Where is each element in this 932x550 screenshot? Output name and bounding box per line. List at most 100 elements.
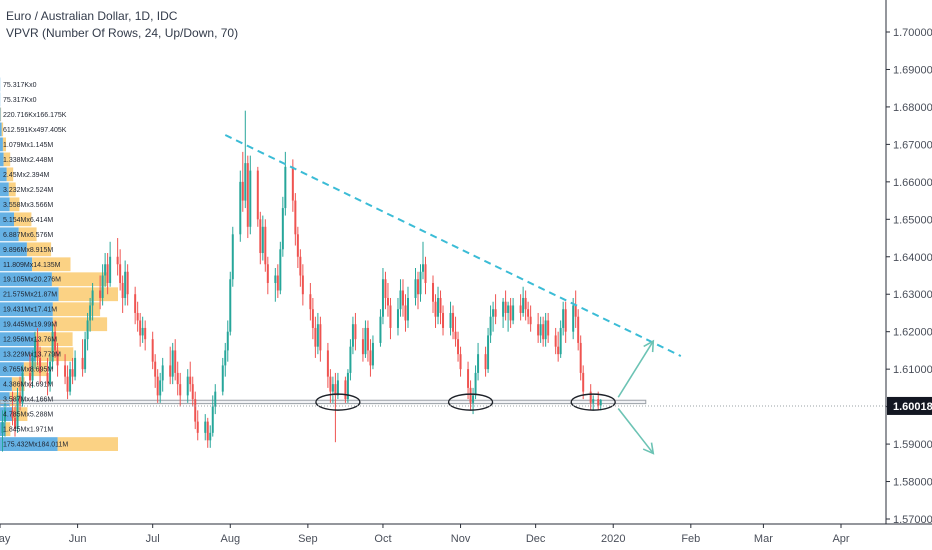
candle-body bbox=[492, 309, 495, 317]
vp-label: 612.591Kx497.405K bbox=[3, 127, 67, 134]
vp-bar-up bbox=[0, 377, 12, 392]
candle-body bbox=[467, 369, 470, 388]
candle-body bbox=[244, 163, 247, 201]
candle-body bbox=[171, 350, 174, 377]
candle-body bbox=[422, 264, 425, 272]
time-tick-label: Sep bbox=[298, 533, 318, 545]
symbol-legend: Euro / Australian Dollar, 1D, IDC bbox=[6, 9, 178, 23]
candle-body bbox=[74, 357, 77, 377]
candle-body bbox=[439, 297, 442, 313]
candle-body bbox=[574, 305, 577, 317]
vp-bar-down bbox=[32, 257, 71, 272]
candle-body bbox=[384, 279, 387, 298]
candle-body bbox=[174, 350, 177, 373]
candle-body bbox=[141, 327, 144, 336]
price-tick-label: 1.61000 bbox=[893, 364, 932, 376]
candle-body bbox=[229, 279, 232, 332]
ellipse-marker bbox=[315, 393, 361, 411]
candle-body bbox=[437, 297, 440, 317]
candle-body bbox=[434, 301, 437, 317]
candle-body bbox=[194, 399, 197, 422]
candle-body bbox=[524, 297, 527, 310]
candle-body bbox=[529, 316, 532, 325]
candle-body bbox=[577, 316, 580, 343]
candle-body bbox=[401, 290, 404, 306]
candle-body bbox=[91, 290, 94, 306]
vp-bar-down bbox=[14, 212, 32, 227]
candle-body bbox=[241, 181, 244, 201]
vp-bar-down bbox=[6, 167, 14, 182]
candle-body bbox=[159, 380, 162, 396]
candle-body bbox=[592, 399, 595, 403]
candle-body bbox=[279, 249, 282, 291]
candle-body bbox=[396, 309, 399, 328]
price-tick-label: 1.67000 bbox=[893, 139, 932, 151]
projection-arrow-head bbox=[643, 339, 655, 353]
vp-label: 13.229Mx13.779M bbox=[3, 352, 61, 359]
time-tick-label: Aug bbox=[220, 533, 240, 545]
vp-label: 1.079Mx1.145M bbox=[3, 142, 53, 149]
vp-bar-down bbox=[51, 272, 107, 287]
candle-body bbox=[154, 361, 157, 377]
candle-body bbox=[349, 346, 352, 373]
vp-label: 4.386Mx4.691M bbox=[3, 382, 53, 389]
vp-bar-up bbox=[0, 437, 58, 451]
candle-body bbox=[36, 339, 39, 358]
candle-body bbox=[214, 391, 217, 407]
candle-body bbox=[19, 395, 22, 403]
candle-body bbox=[527, 309, 530, 317]
candle-body bbox=[189, 376, 192, 385]
vp-bar-up bbox=[0, 242, 27, 257]
candle-body bbox=[389, 305, 392, 328]
time-tick-label: Mar bbox=[754, 533, 773, 545]
candle-body bbox=[346, 372, 349, 400]
candle-body bbox=[484, 354, 487, 370]
candle-body bbox=[301, 275, 304, 295]
candle-body bbox=[416, 279, 419, 295]
vp-bar-up bbox=[0, 152, 4, 167]
candle-body bbox=[161, 365, 164, 381]
candle-body bbox=[572, 305, 575, 332]
candle-body bbox=[379, 316, 382, 343]
candle-body bbox=[259, 219, 262, 254]
candle-body bbox=[404, 305, 407, 321]
candle-body bbox=[64, 365, 67, 377]
candle-body bbox=[599, 399, 602, 406]
price-tick-label: 1.57000 bbox=[893, 514, 932, 526]
candle-body bbox=[204, 421, 207, 433]
candle-body bbox=[502, 301, 505, 317]
vp-bar-up bbox=[0, 332, 36, 347]
candle-body bbox=[469, 387, 472, 403]
candle-body bbox=[296, 234, 299, 257]
candle-body bbox=[16, 395, 19, 430]
candle-body bbox=[246, 163, 249, 227]
candle-body bbox=[562, 309, 565, 328]
candle-body bbox=[564, 309, 567, 332]
candle-body bbox=[472, 395, 475, 403]
candle-body bbox=[81, 357, 84, 370]
candle-body bbox=[261, 226, 264, 254]
vp-bar-down bbox=[5, 422, 11, 436]
vp-label: 21.575Mx21.87M bbox=[3, 292, 57, 299]
candle-body bbox=[547, 320, 550, 336]
vp-bar-up bbox=[0, 137, 3, 152]
candle-body bbox=[336, 380, 339, 396]
vp-label: 2.45Mx2.394M bbox=[3, 172, 49, 179]
candle-body bbox=[459, 354, 462, 370]
price-tick-label: 1.65000 bbox=[893, 214, 932, 226]
candle-body bbox=[512, 305, 515, 321]
time-tick-label: Oct bbox=[374, 533, 391, 545]
support-zone bbox=[0, 399, 647, 405]
candle-body bbox=[11, 410, 14, 418]
candle-body bbox=[314, 327, 317, 347]
vp-bar-down bbox=[26, 242, 52, 257]
candle-body bbox=[66, 376, 69, 392]
candle-body bbox=[334, 384, 337, 396]
candle-body bbox=[299, 256, 302, 276]
candle-body bbox=[509, 305, 512, 321]
candle-body bbox=[354, 324, 357, 340]
candle-body bbox=[249, 170, 252, 227]
time-tick-label: Dec bbox=[526, 533, 546, 545]
candle-body bbox=[582, 372, 585, 392]
